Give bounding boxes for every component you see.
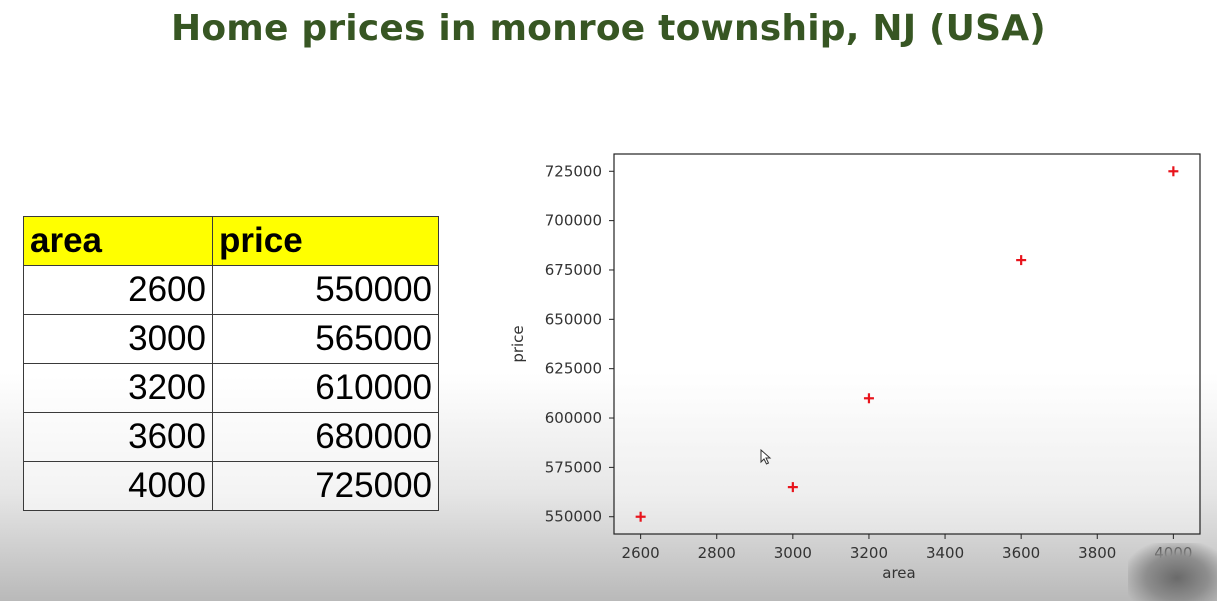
- table-row: 3600 680000: [23, 412, 439, 462]
- x-axis-label: area: [882, 564, 915, 582]
- cell-area: 3600: [23, 412, 213, 462]
- x-tick-label: 3600: [1002, 544, 1040, 562]
- data-points: [635, 166, 1179, 522]
- cell-price: 610000: [212, 363, 439, 413]
- y-tick-label: 700000: [545, 212, 602, 230]
- data-point: [787, 482, 798, 493]
- y-tick-label: 675000: [545, 261, 602, 279]
- table-row: 3200 610000: [23, 363, 439, 413]
- cell-price: 725000: [212, 461, 439, 511]
- mouse-cursor-icon: [760, 449, 772, 465]
- column-header-price: price: [212, 216, 439, 266]
- x-tick-label: 2600: [622, 544, 660, 562]
- cell-price: 565000: [212, 314, 439, 364]
- table-row: 2600 550000: [23, 265, 439, 315]
- cell-area: 3000: [23, 314, 213, 364]
- plot-area: [613, 153, 1201, 535]
- y-tick-label: 650000: [545, 310, 602, 328]
- y-tick-label: 725000: [545, 162, 602, 180]
- x-axis: 26002800300032003400360038004000: [622, 534, 1192, 562]
- x-tick-label: 3400: [926, 544, 964, 562]
- table-row: 3000 565000: [23, 314, 439, 364]
- cell-price: 680000: [212, 412, 439, 462]
- page-title: Home prices in monroe township, NJ (USA): [171, 8, 1046, 49]
- x-tick-label: 3200: [850, 544, 888, 562]
- y-tick-label: 625000: [545, 360, 602, 378]
- y-tick-label: 600000: [545, 409, 602, 427]
- table-row: 4000 725000: [23, 461, 439, 511]
- y-axis: 550000 575000 600000 625000 650000 675000 7000…: [545, 162, 614, 526]
- video-overlay-blur: [1128, 543, 1217, 601]
- cell-area: 4000: [23, 461, 213, 511]
- y-tick-label: 550000: [545, 508, 602, 526]
- x-tick-label: 3000: [774, 544, 812, 562]
- x-tick-label: 3800: [1078, 544, 1116, 562]
- scatter-chart: 26002800300032003400360038004000 5500005…: [509, 153, 1201, 582]
- y-tick-label: 575000: [545, 458, 602, 476]
- table-header-row: area price: [23, 216, 439, 266]
- cell-area: 2600: [23, 265, 213, 315]
- x-tick-label: 2800: [698, 544, 736, 562]
- data-point: [863, 393, 874, 404]
- data-point: [635, 511, 646, 522]
- column-header-area: area: [23, 216, 213, 266]
- y-axis-label: price: [509, 325, 527, 362]
- data-table: area price 2600 550000 3000 565000 3200 …: [23, 216, 439, 511]
- data-point: [1016, 255, 1027, 266]
- cell-price: 550000: [212, 265, 439, 315]
- data-point: [1168, 166, 1179, 177]
- cell-area: 3200: [23, 363, 213, 413]
